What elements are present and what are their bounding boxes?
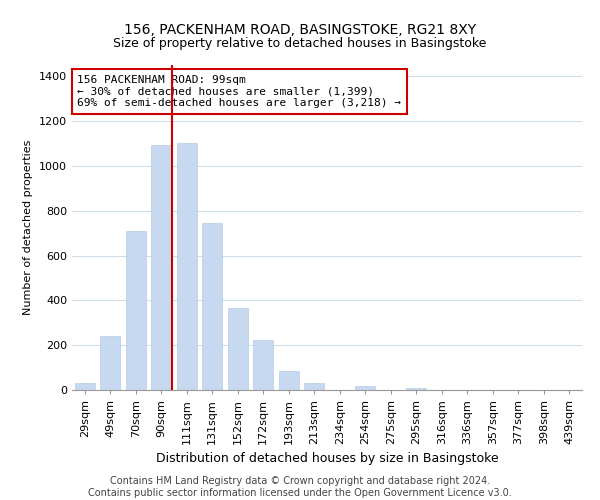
Bar — [355, 386, 376, 390]
Bar — [406, 388, 427, 390]
Text: 156 PACKENHAM ROAD: 99sqm
← 30% of detached houses are smaller (1,399)
69% of se: 156 PACKENHAM ROAD: 99sqm ← 30% of detac… — [77, 74, 401, 108]
Text: Size of property relative to detached houses in Basingstoke: Size of property relative to detached ho… — [113, 38, 487, 51]
Bar — [202, 223, 223, 390]
Bar — [151, 144, 172, 390]
Bar — [100, 336, 121, 390]
Bar — [278, 371, 299, 390]
Bar — [304, 384, 325, 390]
X-axis label: Distribution of detached houses by size in Basingstoke: Distribution of detached houses by size … — [155, 452, 499, 466]
Bar — [227, 308, 248, 390]
Text: Contains HM Land Registry data © Crown copyright and database right 2024.
Contai: Contains HM Land Registry data © Crown c… — [88, 476, 512, 498]
Text: 156, PACKENHAM ROAD, BASINGSTOKE, RG21 8XY: 156, PACKENHAM ROAD, BASINGSTOKE, RG21 8… — [124, 22, 476, 36]
Bar — [176, 144, 197, 390]
Bar — [125, 231, 146, 390]
Y-axis label: Number of detached properties: Number of detached properties — [23, 140, 34, 315]
Bar — [253, 340, 274, 390]
Bar — [74, 384, 95, 390]
